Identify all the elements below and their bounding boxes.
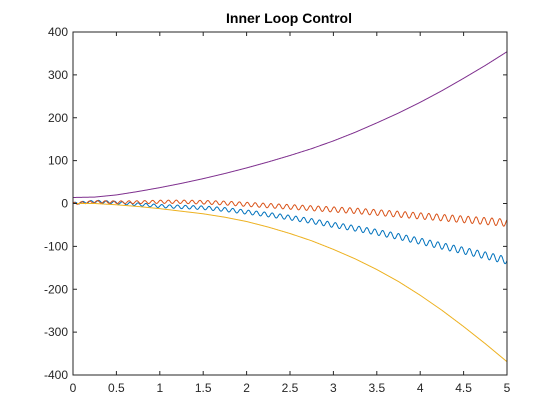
x-tick-label: 4.5 xyxy=(455,381,472,395)
series-line-4 xyxy=(72,51,508,198)
y-tick-label: -200 xyxy=(44,282,68,296)
x-tick-label: 0.5 xyxy=(108,381,125,395)
x-tick-label: 3.5 xyxy=(368,381,385,395)
x-tick-label: 2.5 xyxy=(282,381,299,395)
x-tick-label: 5 xyxy=(504,381,511,395)
y-tick-label: 300 xyxy=(48,68,68,82)
series-line-3 xyxy=(73,203,508,363)
x-tick-label: 2 xyxy=(243,381,250,395)
y-tick-label: -100 xyxy=(44,239,68,253)
series-line-1 xyxy=(72,199,508,265)
y-tick-label: 0 xyxy=(61,197,68,211)
y-tick-label: 200 xyxy=(48,111,68,125)
y-tick-label: -400 xyxy=(44,368,68,382)
y-axis: -400 -300 -200 -100 0 100 200 300 400 xyxy=(44,25,507,382)
x-tick-label: 4 xyxy=(417,381,424,395)
x-tick-label: 1.5 xyxy=(195,381,212,395)
x-tick-label: 0 xyxy=(70,381,77,395)
x-tick-label: 3 xyxy=(330,381,337,395)
series-layer xyxy=(72,51,508,363)
y-tick-label: -300 xyxy=(44,325,68,339)
y-tick-label: 400 xyxy=(48,25,68,39)
chart-title: Inner Loop Control xyxy=(226,10,352,26)
x-tick-label: 1 xyxy=(156,381,163,395)
axes-box xyxy=(72,31,508,376)
x-axis: 0 0.5 1 1.5 2 2.5 3 3.5 4 4.5 5 xyxy=(70,32,511,395)
series-line-2 xyxy=(72,199,508,227)
y-tick-label: 100 xyxy=(48,154,68,168)
